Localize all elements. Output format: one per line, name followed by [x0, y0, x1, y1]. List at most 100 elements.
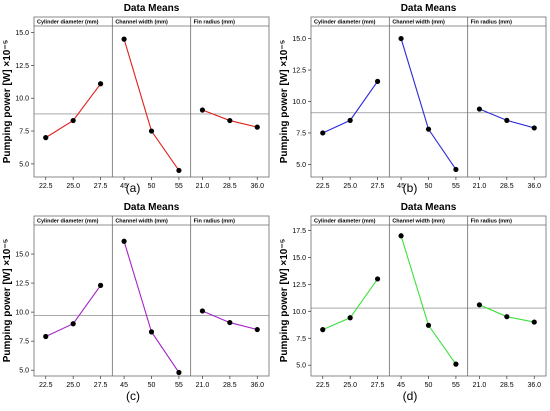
panel-strip-label: Fin radius (mm): [471, 20, 512, 26]
panel-strip-label: Channel width (mm): [115, 219, 168, 225]
x-tick-label: 28.5: [223, 382, 237, 389]
factor-panel: Cylinder diameter (mm) 22.5 25.0 27.5: [314, 20, 385, 191]
y-tick-label: 17.5: [292, 228, 306, 235]
y-tick-label: 12.5: [292, 282, 306, 289]
plot-frame: [310, 215, 547, 377]
factor-panel: Cylinder diameter (mm) 22.5 25.0 27.5: [37, 20, 108, 191]
y-tick-label: 15.0: [292, 255, 306, 262]
series-line: [322, 278, 379, 331]
y-tick-label: 15.0: [15, 30, 29, 37]
x-tick-label: 28.5: [223, 183, 237, 190]
data-point: [121, 238, 127, 244]
data-point: [148, 329, 155, 335]
y-tick-label: 12.5: [292, 68, 306, 75]
x-tick-label: 22.5: [39, 382, 53, 389]
panel-strip-label: Cylinder diameter (mm): [37, 20, 99, 26]
data-point: [254, 124, 260, 130]
factor-panel: Channel width (mm) 45 50 55: [111, 216, 183, 389]
x-tick-label: 36.0: [527, 183, 541, 190]
series-line: [400, 38, 457, 170]
y-tick-label: 10.0: [15, 310, 29, 317]
data-point: [476, 302, 483, 308]
data-point: [425, 322, 432, 328]
y-axis-label: Pumping power [W] ×10⁻⁵: [2, 238, 13, 362]
factor-panel: Channel width (mm) 45 50 55: [388, 216, 460, 389]
y-axis-label: Pumping power [W] ×10⁻⁵: [279, 39, 290, 163]
panel-strip-label: Cylinder diameter (mm): [37, 219, 99, 225]
panel-strip-label: Cylinder diameter (mm): [314, 20, 376, 26]
factor-panel: Fin radius (mm) 21.0 28.5 36.0: [467, 216, 541, 389]
panel-caption: (c): [126, 389, 140, 403]
x-tick-label: 45: [397, 382, 405, 389]
chart-d: Data Means 5.0 7.5 10.0 12.5 15.0 17.5Pumping …: [279, 202, 547, 403]
panel-caption: (d): [403, 389, 418, 403]
y-tick-label: 7.5: [296, 336, 306, 343]
x-tick-label: 55: [175, 382, 183, 389]
chart-title: Data Means: [124, 202, 180, 213]
data-point: [121, 36, 127, 42]
y-tick-label: 12.5: [15, 281, 29, 288]
y-tick-label: 7.5: [19, 339, 29, 346]
data-point: [374, 276, 381, 282]
x-tick-label: 36.0: [250, 183, 264, 190]
y-tick-label: 12.5: [15, 63, 29, 70]
x-tick-label: 45: [397, 183, 405, 190]
y-tick-label: 10.0: [292, 99, 306, 106]
panel-caption: (b): [403, 181, 418, 195]
x-tick-label: 28.5: [500, 382, 514, 389]
x-tick-label: 25.0: [66, 382, 80, 389]
panel-strip-label: Channel width (mm): [392, 219, 445, 225]
factor-panel: Fin radius (mm) 21.0 28.5 36.0: [190, 216, 264, 389]
x-tick-label: 22.5: [316, 183, 330, 190]
data-point: [176, 369, 182, 376]
data-point: [453, 361, 459, 367]
factor-panel: Fin radius (mm) 21.0 28.5 36.0: [467, 17, 541, 190]
factor-panel: Cylinder diameter (mm) 22.5 25.0 27.5: [37, 219, 108, 390]
data-point: [398, 35, 404, 42]
x-tick-label: 22.5: [316, 382, 330, 389]
y-tick-label: 5.0: [296, 363, 306, 370]
data-point: [347, 315, 353, 321]
factor-panel: Cylinder diameter (mm) 22.5 25.0 27.5: [314, 219, 385, 390]
y-tick-label: 10.0: [292, 309, 306, 316]
panel-strip-label: Fin radius (mm): [194, 20, 235, 26]
y-tick-label: 5.0: [19, 161, 29, 168]
data-point: [374, 78, 381, 84]
y-tick-label: 10.0: [15, 96, 29, 103]
x-tick-label: 25.0: [343, 382, 357, 389]
series-line: [123, 241, 180, 373]
data-point: [199, 308, 206, 314]
data-point: [476, 106, 483, 112]
x-tick-label: 21.0: [473, 183, 487, 190]
series-line: [45, 83, 102, 139]
data-point: [227, 319, 233, 326]
plot-frame: [33, 215, 270, 377]
x-tick-label: 21.0: [196, 382, 210, 389]
y-tick-label: 7.5: [296, 130, 306, 137]
chart-title: Data Means: [401, 202, 457, 213]
x-tick-label: 27.5: [371, 382, 385, 389]
series-line: [322, 81, 379, 134]
y-axis-label: Pumping power [W] ×10⁻⁵: [2, 39, 13, 163]
y-tick-label: 15.0: [15, 252, 29, 259]
x-tick-label: 28.5: [500, 183, 514, 190]
x-tick-label: 45: [120, 183, 128, 190]
data-point: [227, 117, 233, 124]
factor-panel: Channel width (mm) 45 50 55: [388, 17, 460, 190]
y-axis-label: Pumping power [W] ×10⁻⁵: [279, 238, 290, 362]
data-point: [70, 321, 76, 327]
x-tick-label: 22.5: [39, 183, 53, 190]
y-tick-label: 15.0: [292, 36, 306, 43]
series-line: [479, 304, 535, 323]
data-point: [254, 326, 260, 333]
x-tick-label: 50: [425, 382, 433, 389]
series-line: [45, 285, 102, 338]
x-tick-label: 27.5: [371, 183, 385, 190]
data-point: [70, 117, 76, 124]
data-point: [320, 327, 326, 333]
y-tick-label: 7.5: [19, 129, 29, 136]
x-tick-label: 36.0: [250, 382, 264, 389]
